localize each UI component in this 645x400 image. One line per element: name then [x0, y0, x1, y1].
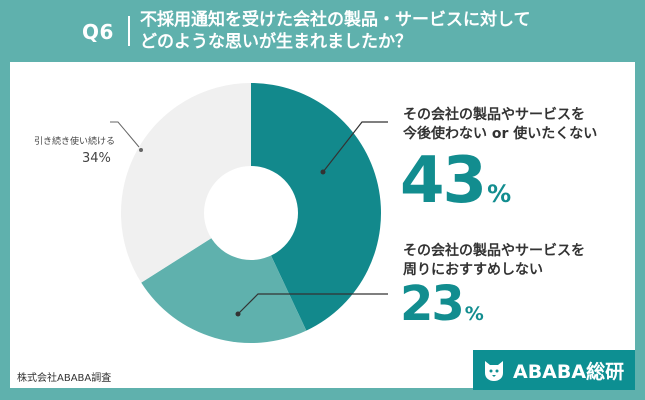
percent-sign: %	[487, 180, 512, 208]
donut-chart	[110, 83, 388, 343]
question-line-2: どのような思いが生まれましたか？	[140, 32, 412, 52]
logo-text: ABABA総研	[513, 360, 625, 383]
leader-dot-23	[235, 311, 241, 317]
donut-hole	[204, 166, 298, 260]
slice-label-stop-using-line1: その会社の製品やサービスを	[403, 107, 585, 123]
slice-label-continue: 引き続き使い続ける	[34, 137, 116, 147]
leader-line-43	[322, 121, 388, 173]
slice-label-stop-using: その会社の製品やサービスを 今後使わない or 使いたくない	[403, 106, 597, 144]
chart-card: 引き続き使い続ける 34% その会社の製品やサービスを 今後使わない or 使い…	[10, 62, 635, 388]
header-divider	[128, 16, 130, 46]
slice-value-not-recommend: 23%	[400, 276, 484, 332]
brand-logo: ABABA総研	[473, 350, 635, 390]
percent-sign: %	[464, 303, 484, 325]
value-23: 23	[400, 276, 465, 332]
slice-label-not-recommend-line1: その会社の製品やサービスを	[403, 243, 585, 259]
slice-label-not-recommend: その会社の製品やサービスを 周りにおすすめしない	[403, 242, 585, 280]
slice-label-stop-using-line2: 今後使わない or 使いたくない	[403, 126, 598, 142]
slice-value-stop-using: 43%	[400, 144, 511, 218]
leader-dot-43	[320, 169, 326, 175]
leader-dot-34	[139, 148, 143, 152]
question-text: 不採用通知を受けた会社の製品・サービスに対して どのような思いが生まれましたか？	[140, 9, 610, 53]
question-number: Q6	[82, 20, 114, 44]
question-line-1: 不採用通知を受けた会社の製品・サービスに対して	[140, 10, 531, 30]
slice-label-not-recommend-line2: 周りにおすすめしない	[403, 262, 543, 278]
leader-line-23	[237, 293, 388, 315]
source-note: 株式会社ABABA調査	[17, 373, 112, 384]
leader-line-34	[110, 121, 140, 148]
dog-face-icon	[485, 361, 503, 381]
value-43: 43	[400, 144, 487, 218]
slice-stop-using	[251, 83, 381, 331]
header: Q6 不採用通知を受けた会社の製品・サービスに対して どのような思いが生まれまし…	[0, 0, 645, 62]
slice-value-continue: 34%	[82, 151, 111, 166]
